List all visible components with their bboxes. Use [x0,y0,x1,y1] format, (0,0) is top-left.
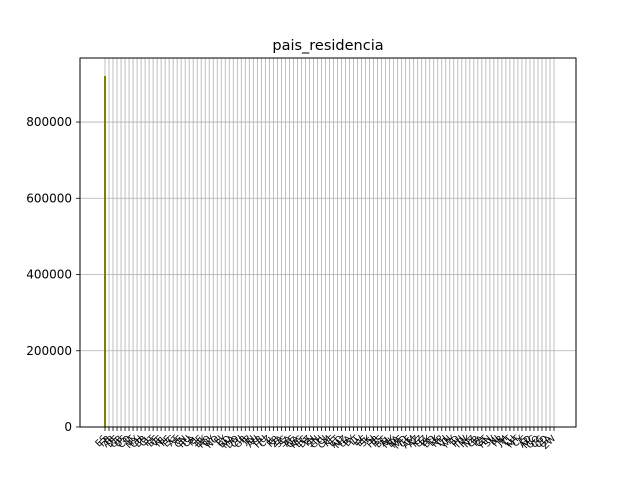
x-axis: ESFRARDEGBUSCOITMXCHBRCLPTBEVENLPEECATIE… [94,427,558,452]
y-tick-label: 800000 [26,115,72,129]
bar [103,75,107,427]
y-tick-label: 0 [64,420,72,434]
y-tick-label: 600000 [26,191,72,205]
plot-area-frame [79,57,577,428]
chart-title: pais_residencia [272,38,383,54]
grid-lines [80,58,576,428]
y-axis: 0 200000 400000 600000 800000 [26,115,80,434]
y-tick-label: 200000 [26,344,72,358]
y-tick-label: 400000 [26,268,72,282]
